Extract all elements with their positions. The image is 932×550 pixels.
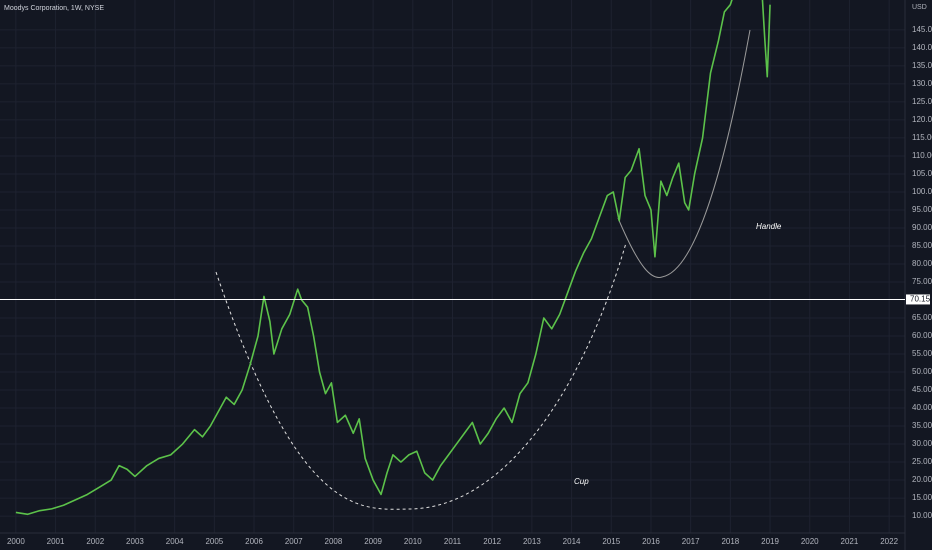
x-tick-label: 2021 (841, 537, 859, 546)
annotation: Cup (574, 477, 589, 486)
x-tick-label: 2008 (325, 537, 343, 546)
y-tick-label: 85.00 (912, 241, 932, 250)
y-tick-label: 15.00 (912, 493, 932, 502)
price-line-series (15, 0, 771, 516)
x-tick-label: 2013 (523, 537, 541, 546)
y-tick-label: 100.00 (912, 187, 932, 196)
grid (0, 0, 905, 533)
y-tick-label: 145.00 (912, 25, 932, 34)
x-tick-label: 2022 (880, 537, 898, 546)
currency-label: USD (912, 4, 927, 11)
x-tick-label: 2014 (563, 537, 581, 546)
annotation: Handle (756, 222, 782, 231)
y-tick-label: 50.00 (912, 367, 932, 376)
x-tick-label: 2009 (364, 537, 382, 546)
x-tick-label: 2002 (86, 537, 104, 546)
x-tick-label: 2019 (761, 537, 779, 546)
x-tick-label: 2016 (642, 537, 660, 546)
x-tick-label: 2015 (602, 537, 620, 546)
y-tick-label: 125.00 (912, 97, 932, 106)
y-tick-label: 65.00 (912, 313, 932, 322)
y-tick-label: 95.00 (912, 205, 932, 214)
y-tick-label: 20.00 (912, 475, 932, 484)
y-tick-label: 35.00 (912, 421, 932, 430)
y-tick-label: 110.00 (912, 151, 932, 160)
cup-curve (215, 242, 627, 510)
y-tick-label: 55.00 (912, 349, 932, 358)
y-tick-label: 40.00 (912, 403, 932, 412)
y-tick-label: 115.00 (912, 133, 932, 142)
x-tick-label: 2000 (7, 537, 25, 546)
y-tick-label: 60.00 (912, 331, 932, 340)
x-tick-label: 2011 (444, 537, 462, 546)
y-tick-label: 25.00 (912, 457, 932, 466)
y-tick-label: 90.00 (912, 223, 932, 232)
x-tick-label: 2007 (285, 537, 303, 546)
x-tick-label: 2003 (126, 537, 144, 546)
x-tick-label: 2004 (166, 537, 184, 546)
handle-curve (617, 29, 751, 278)
y-tick-label: 75.00 (912, 277, 932, 286)
x-tick-label: 2006 (245, 537, 263, 546)
y-tick-label: 10.00 (912, 511, 932, 520)
y-tick-label: 45.00 (912, 385, 932, 394)
x-tick-label: 2018 (721, 537, 739, 546)
price-label: 70.15 (910, 295, 931, 304)
y-tick-label: 140.00 (912, 43, 932, 52)
y-tick-label: 130.00 (912, 79, 932, 88)
y-tick-label: 80.00 (912, 259, 932, 268)
x-tick-label: 2005 (205, 537, 223, 546)
price-label-bg (906, 294, 930, 305)
y-tick-label: 135.00 (912, 61, 932, 70)
plot (15, 0, 771, 516)
chart-title: Moodys Corporation, 1W, NYSE (4, 5, 104, 12)
x-tick-label: 2001 (47, 537, 65, 546)
y-tick-label: 30.00 (912, 439, 932, 448)
y-tick-label: 105.00 (912, 169, 932, 178)
y-tick-label: 120.00 (912, 115, 932, 124)
x-tick-label: 2017 (682, 537, 700, 546)
x-tick-label: 2012 (483, 537, 501, 546)
x-tick-label: 2010 (404, 537, 422, 546)
x-tick-label: 2020 (801, 537, 819, 546)
